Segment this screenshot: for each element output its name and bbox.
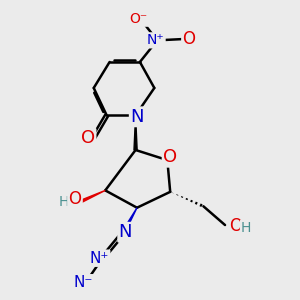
Text: O: O [182, 30, 196, 48]
Text: O⁻: O⁻ [129, 12, 148, 26]
Text: H: H [241, 221, 251, 235]
Text: N: N [119, 223, 132, 241]
Polygon shape [134, 116, 137, 150]
Text: O: O [163, 148, 177, 166]
Polygon shape [73, 190, 105, 206]
Polygon shape [121, 208, 137, 235]
Text: O: O [81, 130, 95, 148]
Text: N⁺: N⁺ [147, 33, 165, 47]
Text: N⁻: N⁻ [74, 275, 93, 290]
Text: O: O [68, 190, 82, 208]
Text: O: O [230, 218, 242, 236]
Text: N⁺: N⁺ [90, 251, 109, 266]
Text: H: H [59, 195, 69, 209]
Text: N: N [130, 108, 144, 126]
